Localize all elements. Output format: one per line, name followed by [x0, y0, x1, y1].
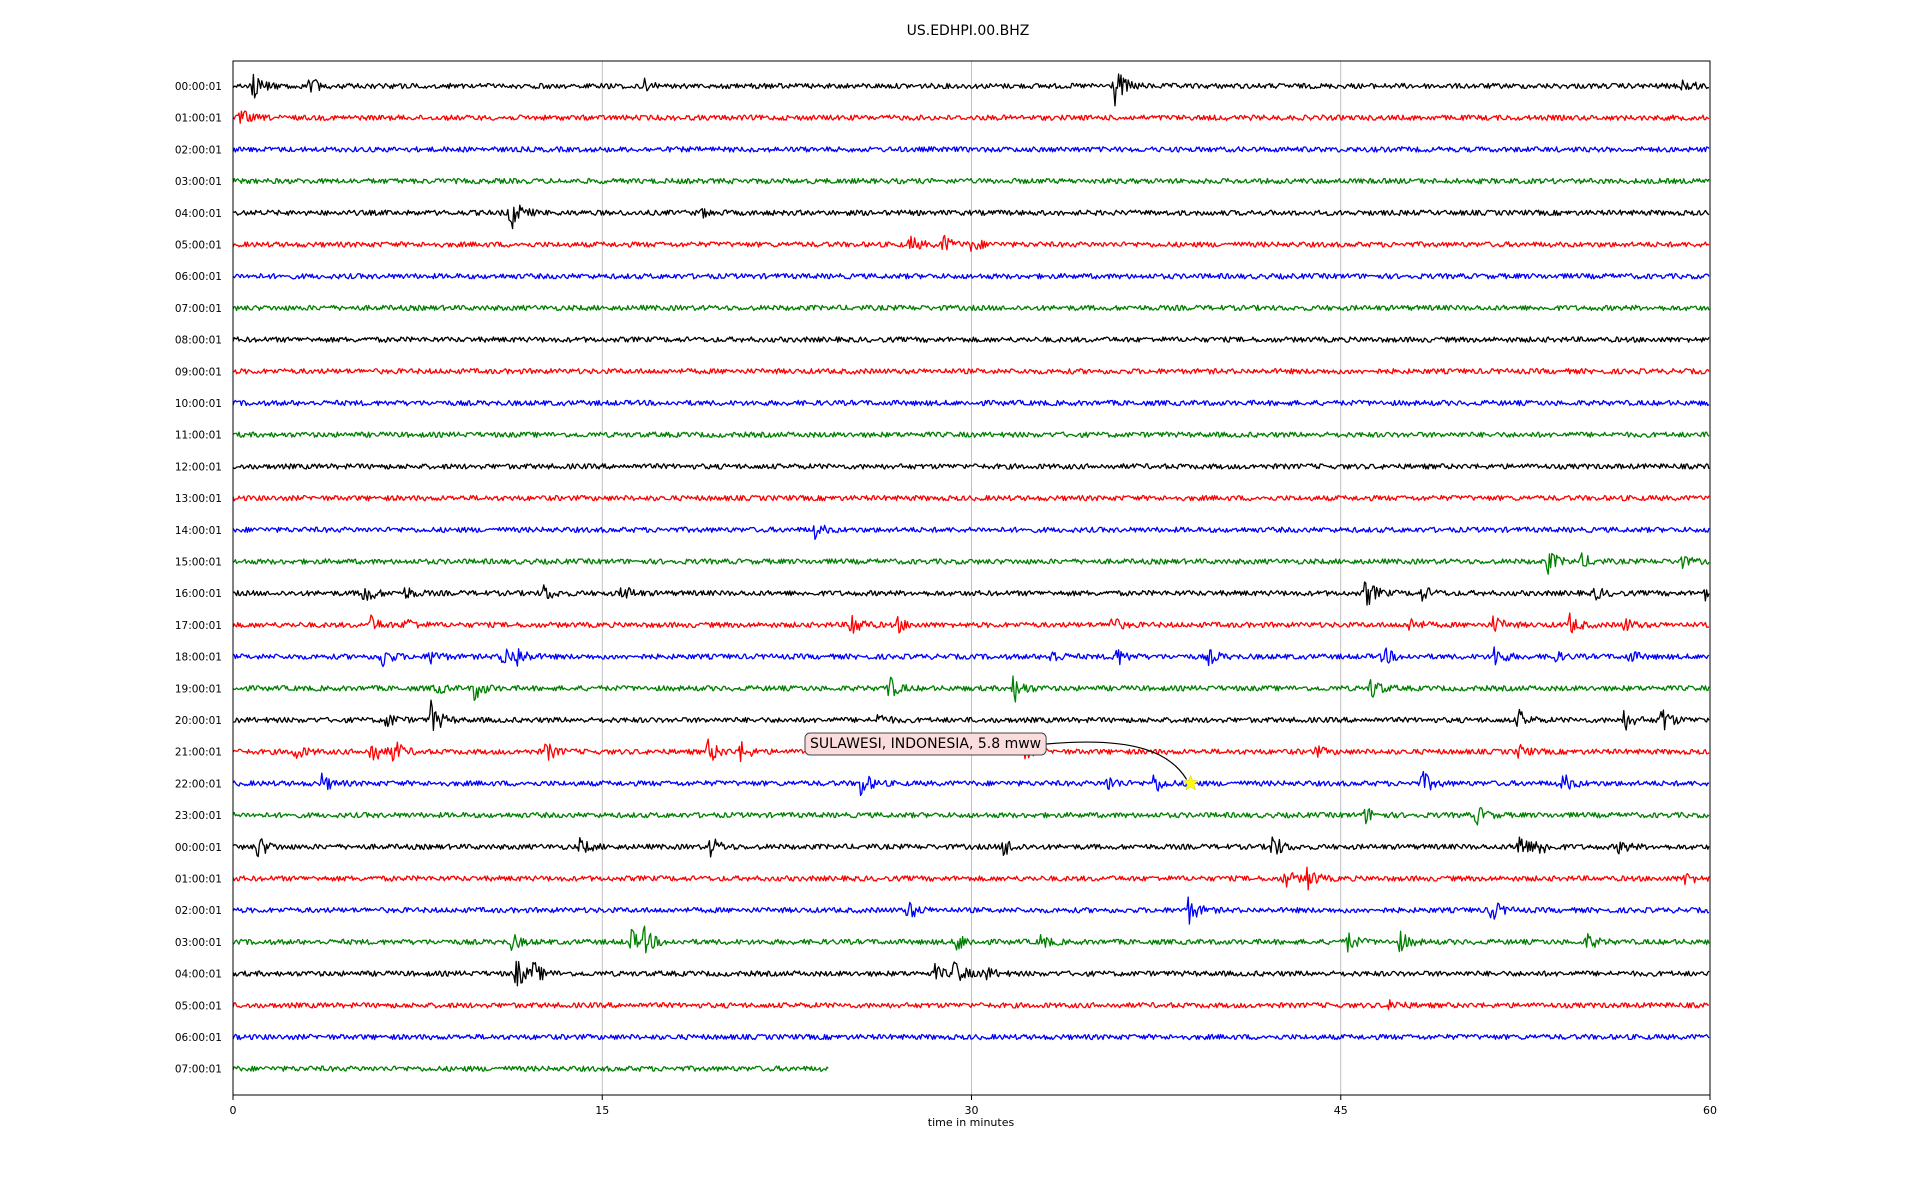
row-time-label: 10:00:01	[175, 398, 222, 410]
seismic-trace	[232, 999, 1710, 1011]
row-time-label: 11:00:01	[175, 430, 222, 442]
row-time-label: 04:00:01	[175, 969, 222, 981]
x-axis-ticks: 0 15 30 45 60	[230, 1095, 1717, 1117]
grid-lines	[601, 61, 1342, 1095]
row-time-label: 14:00:01	[175, 525, 222, 537]
seismic-trace	[232, 836, 1710, 858]
x-tick-label: 30	[965, 1104, 979, 1117]
chart-title: US.EDHPI.00.BHZ	[907, 23, 1030, 39]
seismic-trace	[232, 675, 1710, 703]
row-time-label: 03:00:01	[175, 176, 222, 188]
seismic-trace	[232, 770, 1710, 797]
row-time-label: 01:00:01	[175, 113, 222, 125]
seismic-trace	[232, 1065, 829, 1072]
annotation-box	[804, 732, 1047, 756]
x-tick-label: 45	[1334, 1104, 1348, 1117]
row-time-label: 06:00:01	[175, 1032, 222, 1044]
seismic-trace	[232, 431, 1710, 438]
seismic-trace	[232, 204, 1710, 230]
row-time-label: 17:00:01	[175, 620, 222, 632]
seismic-trace	[232, 368, 1710, 375]
seismic-trace	[232, 581, 1710, 606]
row-time-label: 20:00:01	[175, 715, 222, 727]
plot-frame	[232, 60, 1711, 1096]
row-time-label: 06:00:01	[175, 271, 222, 283]
seismic-trace	[232, 494, 1710, 502]
row-time-label: 13:00:01	[175, 493, 222, 505]
seismic-trace	[232, 524, 1710, 541]
seismic-trace	[232, 552, 1710, 575]
annotation-arrow	[1046, 741, 1188, 780]
row-time-label: 16:00:01	[175, 588, 222, 600]
event-annotation: SULAWESI, INDONESIA, 5.8 mww	[804, 732, 1199, 791]
row-time-label: 19:00:01	[175, 683, 222, 695]
seismic-trace	[232, 612, 1710, 634]
row-time-label: 07:00:01	[175, 1064, 222, 1076]
seismic-trace	[232, 73, 1710, 107]
trace-layer	[232, 73, 1710, 1072]
x-axis-label: time in minutes	[928, 1116, 1015, 1129]
row-time-label: 05:00:01	[175, 240, 222, 252]
row-time-label: 15:00:01	[175, 557, 222, 569]
row-time-label: 09:00:01	[175, 366, 222, 378]
seismic-trace	[232, 177, 1710, 185]
seismic-trace	[232, 463, 1710, 470]
x-tick-label: 0	[230, 1104, 237, 1117]
seismic-trace	[232, 960, 1710, 987]
x-tick-label: 15	[595, 1104, 609, 1117]
seismic-trace	[232, 806, 1710, 826]
row-time-label: 00:00:01	[175, 81, 222, 93]
seismic-trace	[232, 110, 1710, 124]
seismic-trace	[232, 896, 1710, 925]
seismic-trace	[232, 399, 1710, 407]
row-time-label: 02:00:01	[175, 144, 222, 156]
row-time-label: 22:00:01	[175, 778, 222, 790]
row-time-label: 05:00:01	[175, 1000, 222, 1012]
seismic-trace	[232, 646, 1710, 668]
seismic-trace	[232, 866, 1710, 891]
row-time-label: 00:00:01	[175, 842, 222, 854]
annotation-label: SULAWESI, INDONESIA, 5.8 mww	[810, 736, 1041, 752]
row-time-label: 21:00:01	[175, 747, 222, 759]
seismic-trace	[232, 234, 1710, 252]
row-time-label: 12:00:01	[175, 461, 222, 473]
row-time-label: 23:00:01	[175, 810, 222, 822]
seismic-trace	[232, 146, 1710, 153]
row-time-label: 04:00:01	[175, 208, 222, 220]
seismic-trace	[232, 336, 1710, 343]
seismic-trace	[232, 1033, 1710, 1041]
seismic-trace	[232, 304, 1710, 312]
row-time-label: 03:00:01	[175, 937, 222, 949]
seismic-trace	[232, 925, 1710, 954]
row-time-label: 02:00:01	[175, 905, 222, 917]
row-time-label: 08:00:01	[175, 335, 222, 347]
x-tick-label: 60	[1703, 1104, 1717, 1117]
row-time-label: 07:00:01	[175, 303, 222, 315]
seismic-trace	[232, 699, 1710, 731]
row-labels: 00:00:01 01:00:01 02:00:01 03:00:01 04:00:01…	[175, 81, 222, 1076]
row-time-label: 01:00:01	[175, 874, 222, 886]
seismic-trace	[232, 272, 1710, 280]
event-star-icon	[1182, 774, 1199, 791]
row-time-label: 18:00:01	[175, 652, 222, 664]
